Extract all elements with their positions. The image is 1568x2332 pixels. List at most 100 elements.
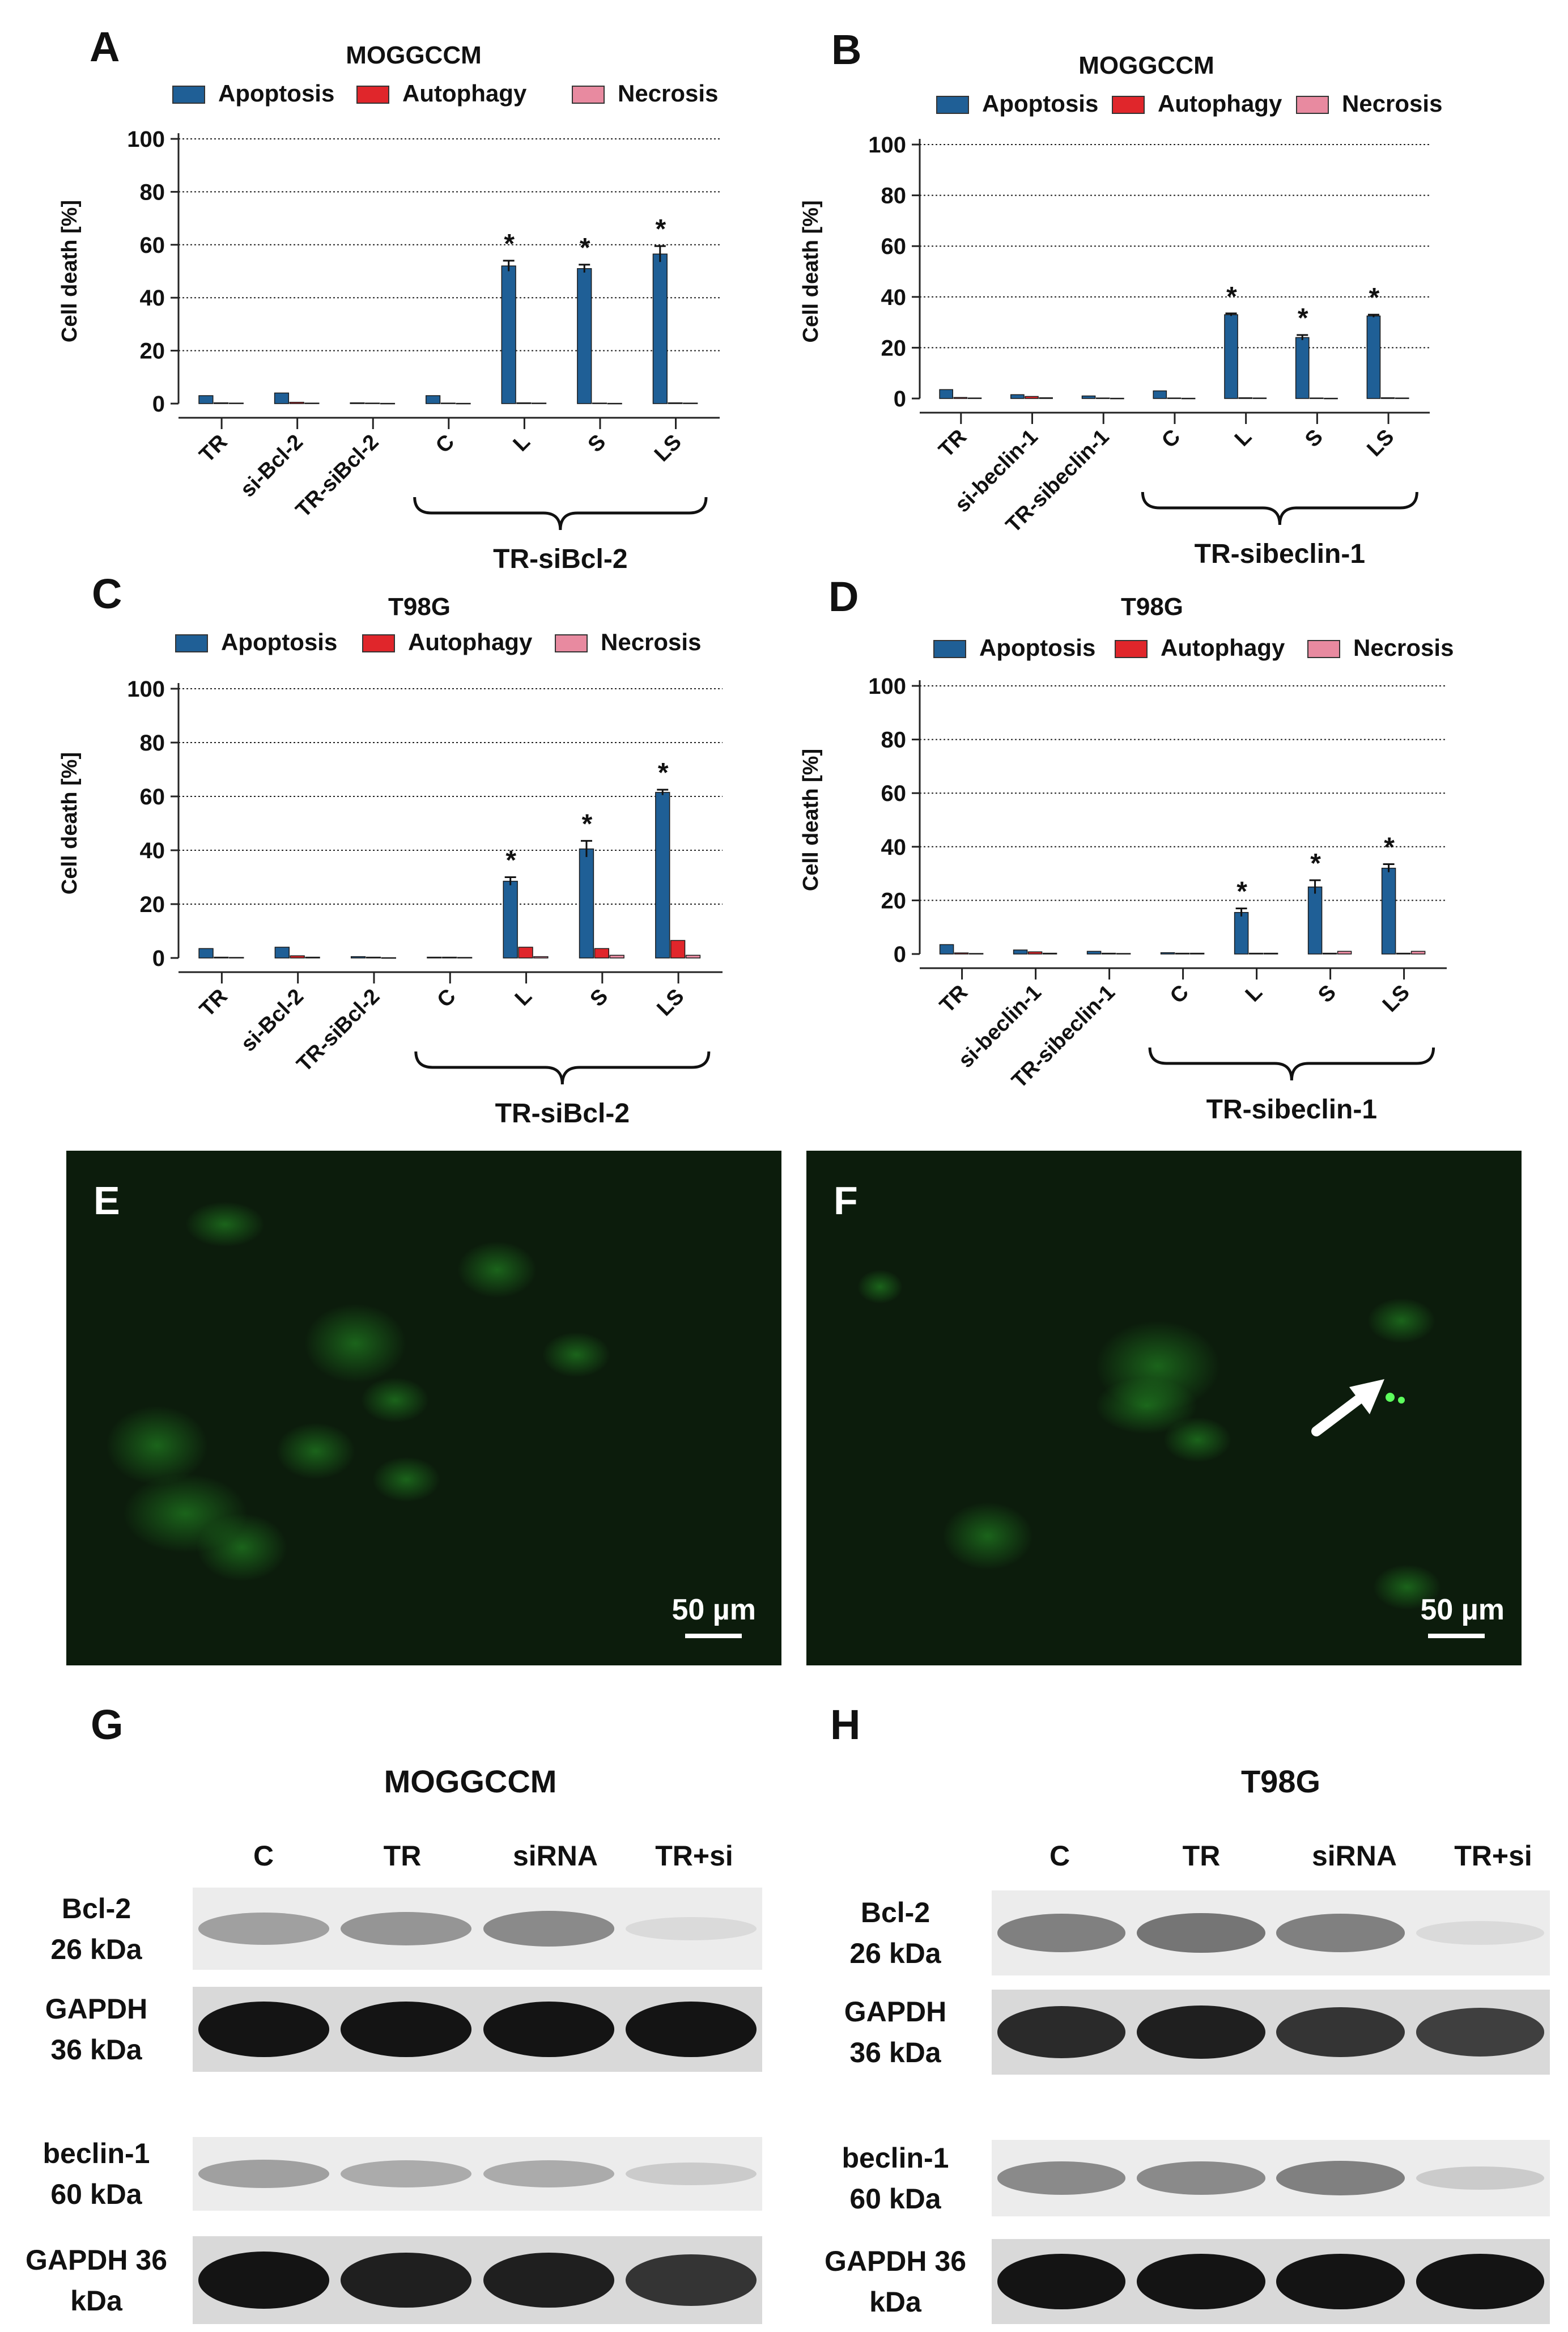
y-axis-label: Cell death [%]: [58, 200, 82, 342]
legend-swatch-apoptosis: [933, 640, 966, 658]
blot-molecular-weight: kDa: [869, 2286, 921, 2318]
bar-apoptosis: [503, 880, 518, 959]
blot-protein-name: Bcl-2: [61, 1892, 131, 1924]
bar-necrosis: [533, 956, 549, 959]
blot-column-label: siRNA: [1311, 1840, 1397, 1872]
bar-apoptosis: [274, 947, 290, 959]
legend-label-autophagy: Autophagy: [402, 80, 527, 107]
significance-marker: *: [1298, 303, 1308, 333]
blot-band: [198, 1913, 330, 1945]
y-tick-label: 0: [894, 387, 906, 412]
legend-swatch-autophagy: [1112, 96, 1145, 114]
legend-swatch-necrosis: [1307, 640, 1340, 658]
y-tick-label: 20: [881, 336, 907, 361]
cell-fluorescence: [361, 1377, 429, 1423]
scale-bar-f: [1428, 1634, 1485, 1638]
fluorescent-puncta: [1386, 1393, 1395, 1402]
panel-letter-d: D: [828, 573, 859, 620]
group-brace: [413, 497, 708, 531]
blot-column-label: C: [253, 1840, 274, 1872]
legend-swatch-necrosis: [572, 86, 605, 104]
panel-letter-a: A: [90, 23, 120, 70]
bar-apoptosis: [1160, 952, 1175, 955]
blot-band: [625, 1917, 757, 1940]
blot-band: [341, 2002, 472, 2057]
chart-title: MOGGCCM: [346, 41, 482, 69]
significance-marker: *: [1369, 283, 1380, 313]
bar-autophagy: [365, 402, 380, 404]
significance-marker: *: [655, 214, 666, 244]
y-tick-label: 0: [152, 946, 165, 971]
x-tick-label: TR: [934, 425, 972, 463]
blot-column-label: C: [1049, 1840, 1070, 1872]
bar-necrosis: [229, 957, 244, 959]
significance-marker: *: [582, 809, 593, 839]
significance-marker: *: [1384, 833, 1395, 863]
legend-label-apoptosis: Apoptosis: [221, 629, 337, 655]
blot-strip: [193, 2236, 762, 2324]
legend-label-necrosis: Necrosis: [1342, 90, 1442, 117]
blot-band: [341, 1911, 472, 1946]
y-tick-label: 20: [140, 339, 165, 364]
bar-autophagy: [592, 402, 607, 404]
y-tick-label: 100: [127, 677, 165, 702]
bar-apoptosis: [350, 956, 366, 959]
group-brace: [1141, 491, 1418, 525]
blot-band: [483, 2160, 614, 2188]
bar-necrosis: [457, 957, 473, 959]
blot-band: [341, 2160, 472, 2188]
blot-protein-name: Bcl-2: [860, 1897, 930, 1928]
y-tick-label: 40: [881, 835, 907, 860]
y-tick-label: 40: [881, 285, 907, 310]
y-tick-label: 0: [894, 942, 906, 967]
y-tick-label: 60: [140, 233, 165, 258]
significance-marker: *: [1236, 877, 1247, 907]
blot-band: [1276, 2007, 1405, 2058]
blot-protein-name: GAPDH: [844, 1996, 947, 2028]
chart-c-t98g-sibcl2: T98G Apoptosis Autophagy Necrosis 0 20 40 60 80 1…: [58, 593, 723, 1129]
cell-fluorescence: [304, 1304, 406, 1383]
legend-swatch-apoptosis: [936, 96, 969, 114]
bar-autophagy: [516, 402, 532, 404]
bar-apoptosis: [427, 956, 442, 959]
x-tick-label: S: [1314, 981, 1341, 1008]
x-tick-label: L: [511, 985, 537, 1011]
x-tick-label: L: [509, 430, 535, 456]
bar-necrosis: [1324, 397, 1338, 400]
x-tick-label: si-Bcl-2: [236, 430, 308, 502]
x-tick-label: TR-siBcl-2: [291, 430, 384, 523]
bar-necrosis: [1263, 952, 1278, 955]
x-tick-label: si-Bcl-2: [236, 985, 308, 1057]
x-tick-label: LS: [650, 430, 686, 467]
x-tick-label: S: [584, 430, 611, 457]
bar-autophagy: [668, 402, 683, 404]
blot-row-label: beclin-1 60 kDa: [11, 2133, 181, 2215]
bar-apoptosis: [1081, 395, 1096, 399]
blot-band: [1137, 2161, 1265, 2195]
cell-fluorescence: [1367, 1298, 1435, 1343]
blot-band: [1416, 2166, 1545, 2190]
bar-apoptosis: [350, 402, 365, 404]
blot-molecular-weight: 60 kDa: [50, 2178, 142, 2210]
panel-letter-h: H: [830, 1701, 861, 1748]
bar-autophagy: [954, 952, 969, 955]
legend-swatch-necrosis: [555, 634, 588, 652]
panel-letter-c: C: [92, 570, 122, 617]
x-tick-label: C: [1157, 425, 1185, 453]
y-tick-label: 0: [152, 392, 165, 417]
panel-letter-e: E: [94, 1178, 120, 1223]
blot-row-label: Bcl-2 26 kDa: [11, 1888, 181, 1970]
x-tick-label: LS: [652, 985, 689, 1021]
blot-band: [625, 2002, 757, 2057]
bar-necrosis: [304, 402, 320, 404]
bar-apoptosis: [1295, 337, 1310, 399]
bar-autophagy: [1027, 951, 1043, 955]
legend-label-necrosis: Necrosis: [601, 629, 701, 655]
cell-fluorescence: [1373, 1564, 1441, 1610]
bar-apoptosis: [1086, 951, 1102, 955]
fluorescence-field-e: [66, 1151, 781, 1665]
cell-fluorescence: [857, 1270, 903, 1304]
group-brace: [414, 1051, 711, 1085]
blot-band: [1137, 2254, 1265, 2309]
legend-swatch-apoptosis: [175, 634, 208, 652]
